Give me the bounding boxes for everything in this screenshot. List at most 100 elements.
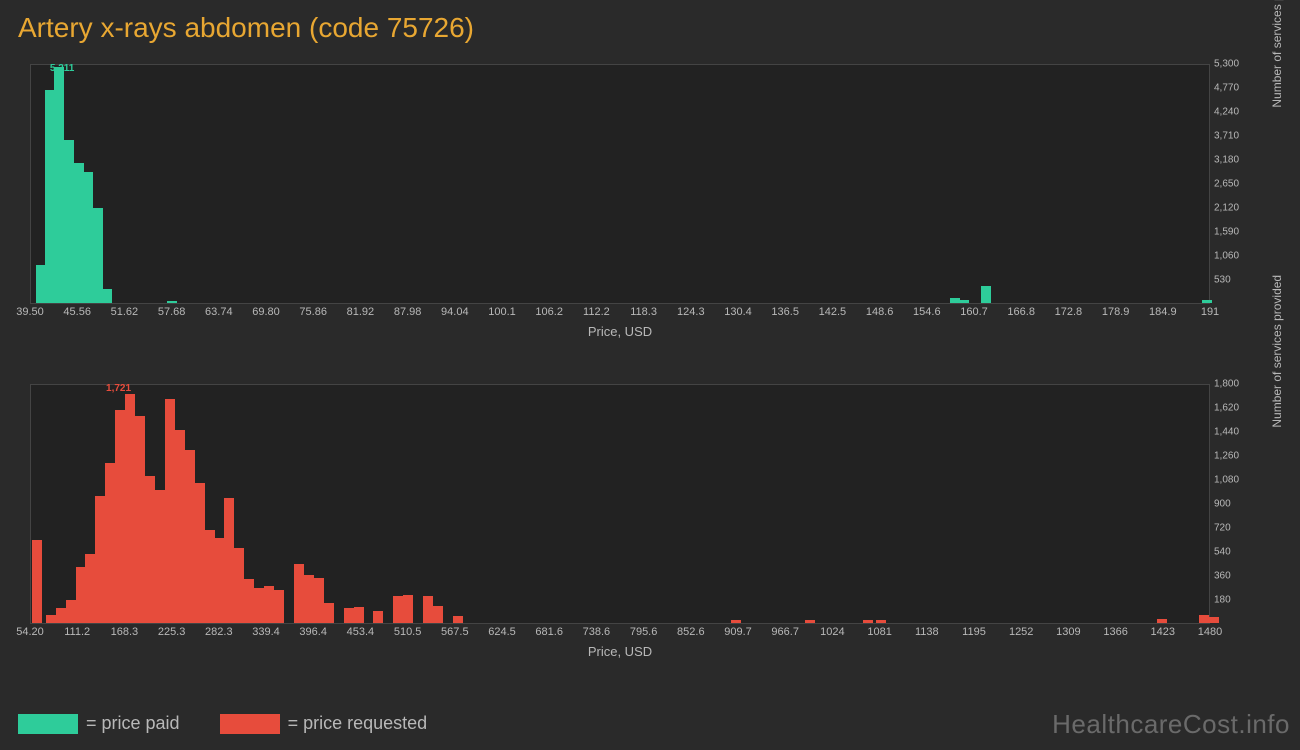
x-tick: 69.80 <box>252 306 280 318</box>
histogram-bar <box>876 620 886 623</box>
histogram-bar <box>254 588 264 623</box>
x-tick: 567.5 <box>441 626 469 638</box>
chart-paid: 5,211 39.5045.5651.6257.6863.7469.8075.8… <box>18 54 1278 354</box>
histogram-bar <box>433 606 443 623</box>
histogram-bar <box>205 530 215 623</box>
x-tick: 63.74 <box>205 306 233 318</box>
x-tick: 130.4 <box>724 306 752 318</box>
histogram-bar <box>344 608 354 623</box>
histogram-bar <box>56 608 66 623</box>
histogram-bar <box>1157 619 1167 623</box>
x-tick: 112.2 <box>583 306 610 318</box>
histogram-bar <box>959 300 969 303</box>
x-tick: 54.20 <box>16 626 44 638</box>
histogram-bar <box>224 498 234 623</box>
histogram-bar <box>403 595 413 623</box>
x-tick: 178.9 <box>1102 306 1130 318</box>
x-tick: 87.98 <box>394 306 422 318</box>
x-tick: 738.6 <box>583 626 611 638</box>
x-tick: 136.5 <box>771 306 799 318</box>
x-tick: 1309 <box>1056 626 1080 638</box>
x-tick: 966.7 <box>771 626 799 638</box>
x-tick: 118.3 <box>630 306 657 318</box>
histogram-bar <box>393 596 403 623</box>
y-axis-label-paid: Number of services provided <box>1270 0 1284 108</box>
legend-item-paid: = price paid <box>18 713 180 734</box>
histogram-bar <box>304 575 314 623</box>
y-tick: 900 <box>1214 499 1231 510</box>
legend-item-requested: = price requested <box>220 713 428 734</box>
histogram-bar <box>314 578 324 623</box>
histogram-bar <box>66 600 76 623</box>
swatch-paid <box>18 714 78 734</box>
x-axis-label-requested: Price, USD <box>30 644 1210 659</box>
y-tick: 5,300 <box>1214 59 1239 70</box>
x-tick: 81.92 <box>347 306 375 318</box>
histogram-bar <box>165 399 175 623</box>
x-tick: 148.6 <box>866 306 894 318</box>
x-tick: 1366 <box>1103 626 1127 638</box>
x-tick: 168.3 <box>111 626 139 638</box>
histogram-bar <box>155 490 165 623</box>
histogram-bar <box>175 430 185 623</box>
histogram-bar <box>46 615 56 623</box>
y-tick: 1,620 <box>1214 403 1239 414</box>
histogram-bar <box>105 463 115 623</box>
x-tick: 94.04 <box>441 306 469 318</box>
histogram-bar <box>115 410 125 623</box>
histogram-bar <box>167 301 177 303</box>
y-tick: 360 <box>1214 571 1231 582</box>
swatch-requested <box>220 714 280 734</box>
histogram-bar <box>453 616 463 623</box>
histogram-bar <box>125 394 135 623</box>
x-tick: 1024 <box>820 626 844 638</box>
histogram-bar <box>373 611 383 623</box>
histogram-bar <box>95 496 105 623</box>
y-tick: 1,800 <box>1214 379 1239 390</box>
x-tick: 1252 <box>1009 626 1033 638</box>
x-tick: 795.6 <box>630 626 658 638</box>
x-tick: 909.7 <box>724 626 752 638</box>
x-tick: 624.5 <box>488 626 516 638</box>
x-tick: 172.8 <box>1055 306 1083 318</box>
histogram-bar <box>423 596 433 623</box>
x-tick: 142.5 <box>819 306 847 318</box>
legend-label-paid: = price paid <box>86 713 180 734</box>
peak-label-paid: 5,211 <box>50 63 74 74</box>
histogram-bar <box>264 586 274 623</box>
histogram-bar <box>76 567 86 623</box>
x-tick: 166.8 <box>1007 306 1035 318</box>
x-tick: 1081 <box>867 626 891 638</box>
histogram-bar <box>1202 300 1212 303</box>
histogram-bar <box>1199 615 1209 623</box>
y-tick: 4,770 <box>1214 83 1239 94</box>
x-tick: 852.6 <box>677 626 705 638</box>
x-tick: 100.1 <box>488 306 516 318</box>
x-tick: 154.6 <box>913 306 941 318</box>
y-tick: 3,180 <box>1214 155 1239 166</box>
histogram-bar <box>324 603 334 623</box>
histogram-bar <box>274 590 284 623</box>
chart-requested: 1,721 54.20111.2168.3225.3282.3339.4396.… <box>18 374 1278 674</box>
histogram-bar <box>981 286 991 303</box>
y-tick: 720 <box>1214 523 1231 534</box>
y-tick: 540 <box>1214 547 1231 558</box>
histogram-bar <box>195 483 205 623</box>
y-tick: 1,060 <box>1214 251 1239 262</box>
y-tick: 1,440 <box>1214 427 1239 438</box>
histogram-bar <box>215 538 225 623</box>
legend-label-requested: = price requested <box>288 713 428 734</box>
histogram-bar <box>244 579 254 623</box>
histogram-bar <box>234 548 244 623</box>
x-tick: 124.3 <box>677 306 705 318</box>
histogram-bar <box>135 416 145 623</box>
histogram-bar <box>185 450 195 623</box>
x-tick: 453.4 <box>347 626 375 638</box>
x-tick: 111.2 <box>64 626 90 638</box>
y-tick: 180 <box>1214 595 1231 606</box>
x-tick: 396.4 <box>299 626 327 638</box>
x-tick: 191 <box>1201 306 1219 318</box>
watermark: HealthcareCost.info <box>1052 709 1290 740</box>
x-tick: 39.50 <box>16 306 44 318</box>
x-tick: 184.9 <box>1149 306 1177 318</box>
